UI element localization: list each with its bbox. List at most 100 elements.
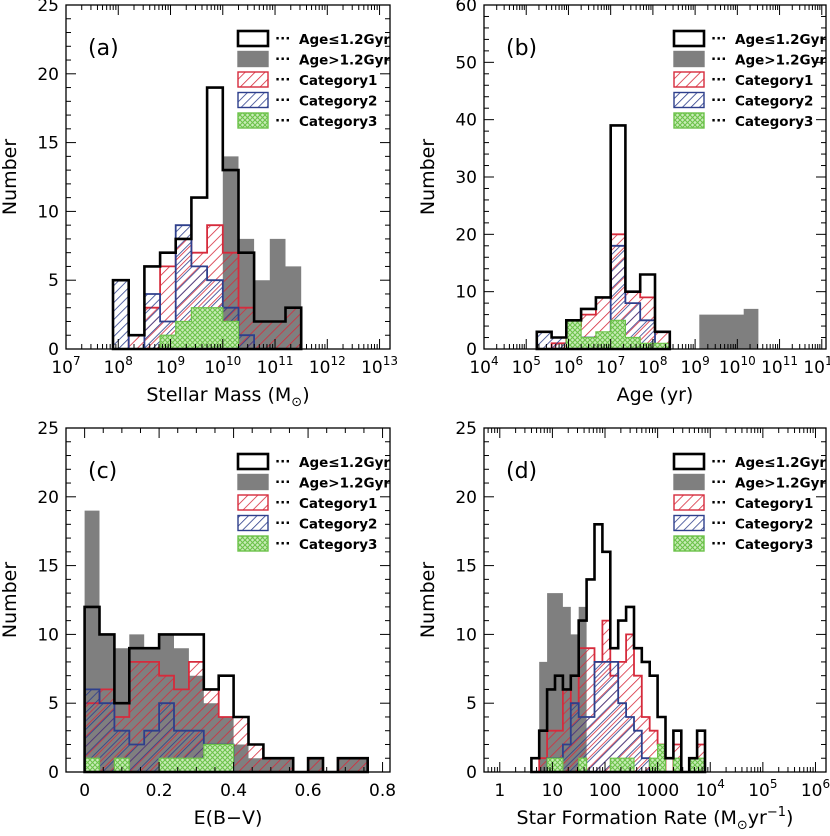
legend-label-young: Age≤1.2Gyr — [735, 455, 826, 471]
legend-swatch-young — [236, 29, 270, 48]
xtick-label-d: 100 — [589, 781, 621, 801]
legend-dots: ··· — [275, 475, 290, 491]
xtick-label-b: 105 — [512, 354, 541, 378]
ytick-label-b: 50 — [455, 53, 477, 73]
legend-swatch-cat3 — [673, 535, 705, 552]
ytick-label-c: 10 — [37, 625, 59, 645]
xtick-label-b: 1011 — [761, 354, 798, 378]
legend-dots: ··· — [275, 52, 290, 68]
y-axis-title-a: Number — [0, 139, 21, 216]
hist-b-cat3 — [565, 319, 671, 350]
ytick-label-a: 25 — [37, 0, 59, 16]
ytick-label-c: 5 — [48, 694, 59, 714]
ytick-label-b: 60 — [455, 0, 477, 16]
legend-swatch-cat3 — [237, 535, 269, 552]
y-axis-title-c: Number — [0, 562, 21, 639]
legend-swatch-young — [672, 29, 706, 48]
hist-d-cat2 — [546, 661, 651, 773]
legend-dots: ··· — [275, 72, 290, 88]
ytick-label-d: 15 — [455, 557, 477, 577]
xtick-label-d: 10 — [542, 781, 564, 801]
xtick-label-d: 1 — [494, 781, 505, 801]
xtick-label-b: 104 — [469, 354, 498, 378]
panel-b: 0 10 20 30 40 50 60 104 105 106 107 108 109 1010 1011 1… — [417, 0, 830, 406]
legend-dots: ··· — [711, 31, 726, 47]
legend-dots: ··· — [711, 52, 726, 68]
panel-label-b: (b) — [506, 36, 537, 61]
ytick-label-b: 0 — [466, 340, 477, 360]
legend-label-cat3: Category3 — [735, 114, 813, 130]
ytick-label-b: 10 — [455, 283, 477, 303]
ytick-label-b: 20 — [455, 225, 477, 245]
legend-label-cat1: Category1 — [299, 73, 377, 89]
legend-dots: ··· — [275, 93, 290, 109]
panel-a: 0 5 10 15 20 25 107 108 109 1010 1011 1012 1013 Stell… — [0, 0, 398, 410]
panel-label-c: (c) — [88, 459, 117, 484]
legend-dots: ··· — [711, 454, 726, 470]
plot-frame-a — [65, 4, 391, 350]
ytick-label-d: 20 — [455, 488, 477, 508]
xtick-label-d: 105 — [748, 777, 777, 801]
legend-label-cat1: Category1 — [299, 496, 377, 512]
legend-label-cat3: Category3 — [299, 114, 377, 130]
ytick-label-a: 20 — [37, 65, 59, 85]
hist-b-young — [535, 124, 672, 351]
legend-swatch-old — [237, 50, 269, 68]
legend-label-cat3: Category3 — [735, 537, 813, 553]
legend-swatch-cat2 — [237, 514, 269, 532]
xtick-label-a: 109 — [156, 354, 185, 378]
xtick-label-a: 1012 — [309, 354, 346, 378]
legend-swatch-cat3 — [237, 112, 269, 129]
ytick-label-b: 30 — [455, 168, 477, 188]
legend-dots: ··· — [711, 475, 726, 491]
xtick-label-b: 108 — [638, 354, 667, 378]
ytick-label-c: 15 — [37, 557, 59, 577]
xtick-label-b: 106 — [554, 354, 583, 378]
legend-swatch-cat3 — [673, 112, 705, 129]
xtick-label-b: 1012 — [803, 354, 830, 378]
ytick-label-c: 25 — [37, 419, 59, 439]
ytick-label-a: 10 — [37, 202, 59, 222]
legend-dots: ··· — [711, 113, 726, 129]
legend-dots: ··· — [275, 31, 290, 47]
legend-swatch-cat1 — [237, 71, 269, 88]
legend-label-old: Age>1.2Gyr — [299, 476, 390, 492]
legend-label-old: Age>1.2Gyr — [735, 476, 826, 492]
legend-label-young: Age≤1.2Gyr — [735, 32, 826, 48]
legend-dots: ··· — [275, 113, 290, 129]
legend-label-young: Age≤1.2Gyr — [299, 32, 390, 48]
legend-swatch-cat2 — [673, 91, 705, 109]
xtick-label-b: 109 — [680, 354, 709, 378]
xtick-label-a: 1013 — [361, 354, 398, 378]
panel-d: 0 5 10 15 20 25 1 10 100 1000 104 105 106 Star Format… — [417, 419, 830, 833]
ytick-label-a: 0 — [48, 340, 59, 360]
legend-swatch-old — [673, 50, 705, 68]
legend-label-cat2: Category2 — [735, 517, 813, 533]
xtick-label-d: 106 — [801, 777, 830, 801]
legend-dots: ··· — [275, 495, 290, 511]
legend-dots: ··· — [711, 536, 726, 552]
legend-swatch-cat1 — [673, 71, 705, 88]
hist-a-old — [222, 156, 302, 349]
xtick-label-c: 0 — [79, 781, 90, 801]
xtick-label-d: 1000 — [636, 781, 679, 801]
ytick-label-c: 20 — [37, 488, 59, 508]
legend-label-cat2: Category2 — [735, 94, 813, 110]
legend-dots: ··· — [711, 72, 726, 88]
x-axis-title-c: E(B−V) — [194, 807, 263, 829]
legend-label-young: Age≤1.2Gyr — [299, 455, 390, 471]
y-axis-title-b: Number — [417, 139, 439, 216]
hist-a-cat3 — [159, 307, 240, 350]
ytick-label-b: 40 — [455, 111, 477, 131]
legend-dots: ··· — [275, 536, 290, 552]
xtick-label-d: 104 — [696, 777, 725, 801]
ytick-label-d: 10 — [455, 625, 477, 645]
legend-label-cat2: Category2 — [299, 517, 377, 533]
xtick-label-c: 0.2 — [146, 781, 173, 801]
y-axis-title-d: Number — [417, 562, 439, 639]
panel-label-d: (d) — [506, 459, 537, 484]
x-axis-title-a: Stellar Mass (M⊙) — [146, 384, 309, 410]
xtick-label-c: 0.8 — [369, 781, 396, 801]
hist-b-old — [699, 308, 759, 349]
